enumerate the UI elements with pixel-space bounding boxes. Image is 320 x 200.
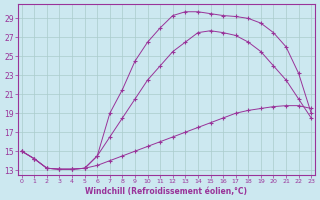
- X-axis label: Windchill (Refroidissement éolien,°C): Windchill (Refroidissement éolien,°C): [85, 187, 247, 196]
